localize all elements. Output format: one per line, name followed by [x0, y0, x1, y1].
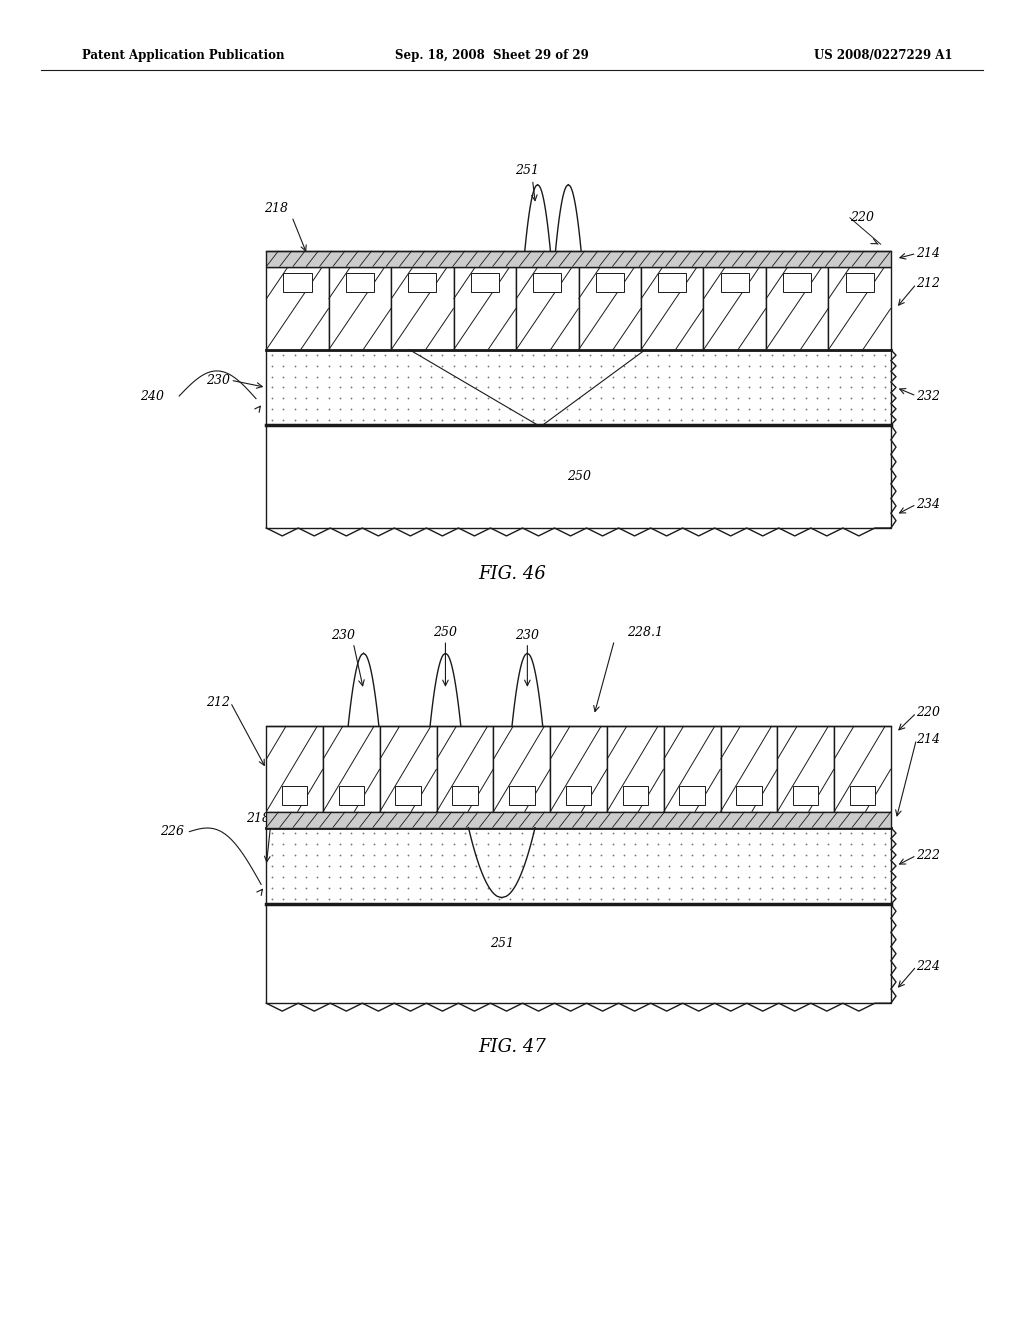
Bar — [793, 787, 818, 805]
Bar — [509, 787, 535, 805]
Text: 222: 222 — [916, 849, 940, 862]
Text: 228.1: 228.1 — [627, 626, 664, 639]
Text: 218: 218 — [246, 812, 269, 825]
Text: 230: 230 — [331, 628, 355, 642]
Bar — [777, 726, 835, 812]
Bar — [266, 251, 891, 267]
Bar — [453, 787, 478, 805]
Bar — [266, 828, 891, 904]
Bar — [346, 273, 374, 292]
Bar — [679, 787, 705, 805]
Text: 250: 250 — [566, 470, 591, 483]
Text: US 2008/0227229 A1: US 2008/0227229 A1 — [814, 49, 952, 62]
Text: 234: 234 — [916, 498, 940, 511]
Bar — [566, 787, 591, 805]
Bar — [850, 787, 876, 805]
Text: 212: 212 — [916, 277, 940, 290]
Bar — [766, 267, 828, 350]
Text: 212: 212 — [207, 696, 230, 709]
Bar — [721, 726, 777, 812]
Bar — [329, 267, 391, 350]
Bar — [534, 273, 561, 292]
Bar — [516, 267, 579, 350]
Bar — [339, 787, 365, 805]
Bar — [828, 267, 891, 350]
Bar — [395, 787, 421, 805]
Text: 230: 230 — [207, 374, 230, 387]
Bar — [736, 787, 762, 805]
Bar — [266, 267, 329, 350]
Bar — [721, 273, 749, 292]
Bar — [391, 267, 454, 350]
Text: 220: 220 — [850, 211, 873, 224]
Bar — [596, 273, 624, 292]
Bar — [607, 726, 664, 812]
Text: 214: 214 — [916, 733, 940, 746]
Bar — [471, 273, 499, 292]
Text: 220: 220 — [916, 706, 940, 719]
Text: 218: 218 — [264, 202, 289, 215]
Text: FIG. 46: FIG. 46 — [478, 565, 546, 583]
Bar — [266, 812, 891, 828]
Text: 230: 230 — [515, 628, 540, 642]
Bar — [266, 425, 891, 528]
Bar — [409, 273, 436, 292]
Text: Patent Application Publication: Patent Application Publication — [82, 49, 285, 62]
Bar — [323, 726, 380, 812]
Bar — [284, 273, 311, 292]
Bar — [266, 726, 323, 812]
Bar — [783, 273, 811, 292]
Text: Sep. 18, 2008  Sheet 29 of 29: Sep. 18, 2008 Sheet 29 of 29 — [394, 49, 589, 62]
Text: 232: 232 — [916, 389, 940, 403]
Text: 224: 224 — [916, 960, 940, 973]
Text: 250: 250 — [433, 626, 458, 639]
Bar — [266, 267, 891, 350]
Bar — [436, 726, 494, 812]
Text: 240: 240 — [140, 389, 164, 403]
Bar — [623, 787, 648, 805]
Bar — [579, 267, 641, 350]
Bar — [266, 726, 891, 812]
Bar — [835, 726, 891, 812]
Bar — [494, 726, 550, 812]
Text: 251: 251 — [489, 937, 514, 950]
Bar — [550, 726, 607, 812]
Bar — [664, 726, 721, 812]
Bar — [282, 787, 307, 805]
Bar — [703, 267, 766, 350]
Bar — [641, 267, 703, 350]
Bar — [846, 273, 873, 292]
Bar — [266, 904, 891, 1003]
Bar — [266, 350, 891, 425]
Text: 251: 251 — [515, 164, 540, 177]
Bar — [658, 273, 686, 292]
Text: 214: 214 — [916, 247, 940, 260]
Bar — [454, 267, 516, 350]
Text: 226: 226 — [161, 825, 184, 838]
Bar — [380, 726, 436, 812]
Text: FIG. 47: FIG. 47 — [478, 1038, 546, 1056]
